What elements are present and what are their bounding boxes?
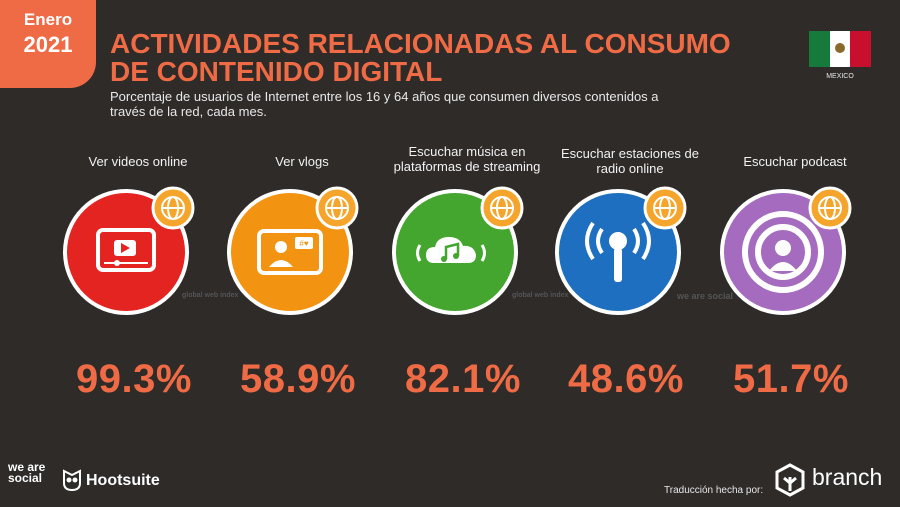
- page-subtitle: Porcentaje de usuarios de Internet entre…: [110, 89, 659, 119]
- globe-icon: [151, 186, 195, 230]
- activity-label: Ver videos online: [88, 153, 188, 169]
- globe-icon: [643, 186, 687, 230]
- hootsuite-logo: Hootsuite: [86, 472, 160, 489]
- podcast-icon: [742, 211, 824, 293]
- we-are-social-watermark: we are social: [677, 291, 734, 301]
- activity-item-vlogs: Ver vlogs #♥ 58.9%: [222, 0, 382, 420]
- branch-logo: branch: [812, 464, 883, 490]
- activity-item-podcast: Escuchar podcast 51.7%: [715, 0, 875, 420]
- hootsuite-owl-icon: [63, 469, 81, 491]
- translation-credit: Traducción hecha por:: [664, 485, 764, 496]
- activity-icon-circle: [720, 189, 846, 315]
- date-badge: Enero 2021: [0, 0, 96, 88]
- activity-label: Escuchar podcast: [743, 153, 847, 169]
- activity-value: 58.9%: [240, 357, 356, 401]
- date-year: 2021: [23, 32, 73, 57]
- we-are-social-logo: we are social: [8, 460, 46, 485]
- music-cloud-icon: [416, 237, 486, 263]
- svg-text:#♥: #♥: [299, 239, 308, 248]
- activity-label: Escuchar estaciones de radio online: [560, 146, 700, 176]
- date-month: Enero: [23, 10, 73, 29]
- gwi-watermark: global web index: [512, 292, 569, 299]
- activity-label: Escuchar música en plataformas de stream…: [393, 144, 541, 174]
- radio-antenna-icon: [585, 221, 651, 282]
- page-title: ACTIVIDADES RELACIONADAS AL CONSUMO DE C…: [110, 28, 731, 87]
- video-play-icon: [96, 228, 156, 272]
- activity-value: 48.6%: [568, 357, 684, 401]
- globe-icon: [480, 186, 524, 230]
- activity-item-music: Escuchar música en plataformas de stream…: [387, 0, 547, 420]
- globe-icon: [315, 186, 359, 230]
- mexico-flag-icon: [809, 31, 872, 67]
- activity-item-radio: Escuchar estaciones de radio online 48.6…: [550, 0, 710, 420]
- country-label: MEXICO: [826, 73, 854, 80]
- activity-label: Ver vlogs: [275, 153, 329, 169]
- activity-item-videos: Ver videos online 99.3%: [58, 0, 218, 420]
- activity-value: 99.3%: [76, 357, 192, 401]
- branch-logo-icon: [775, 463, 805, 497]
- activity-value: 51.7%: [733, 357, 849, 401]
- activity-icon-circle: #♥: [227, 189, 353, 315]
- activity-value: 82.1%: [405, 357, 521, 401]
- globe-icon: [808, 186, 852, 230]
- gwi-watermark: global web index: [182, 292, 239, 299]
- vlog-person-icon: #♥: [257, 229, 323, 275]
